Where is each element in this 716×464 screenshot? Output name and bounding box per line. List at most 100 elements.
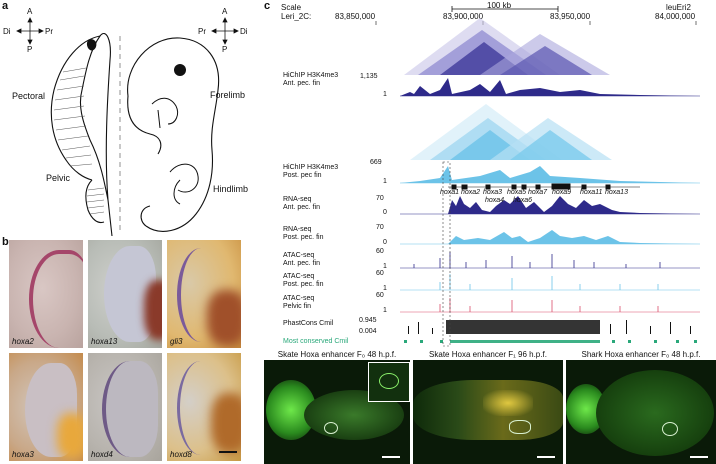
- ish-photo-hoxa2: hoxa2: [9, 240, 83, 348]
- coord-ticks: [375, 21, 697, 25]
- track-max-atac-pelvic: 60: [376, 292, 384, 299]
- gene-models: [448, 183, 640, 190]
- track-min-atac-ant: 1: [383, 263, 387, 270]
- track-max-rna-post: 70: [376, 224, 384, 231]
- panel-b-label: b: [2, 236, 9, 248]
- track-max-hichip-ant: 1,135: [360, 73, 378, 80]
- scale-bar-d2: [537, 456, 555, 458]
- track-min-rna-post: 0: [383, 239, 387, 246]
- skate-eye: [86, 39, 97, 51]
- gene-label-hoxa3: hoxa3: [483, 189, 503, 196]
- atac-ant-signal: [400, 252, 700, 269]
- track-label-conserved: Most conserved Cmil: [283, 338, 349, 345]
- label-pelvic: Pelvic: [46, 173, 71, 183]
- genome-browser: [375, 6, 700, 347]
- fluorescence-image-skate-f0: Skate Hoxa enhancer F₀ 48 h.p.f.: [264, 350, 410, 464]
- label-forelimb: Forelimb: [210, 90, 246, 100]
- axis-left-bottom: P: [27, 45, 33, 54]
- panel-c-label: c: [264, 0, 271, 12]
- gene-label-hoxa11: hoxa11: [580, 189, 603, 196]
- fluorescence-image-skate-f1: Skate Hoxa enhancer F₁ 96 h.p.f.: [413, 350, 563, 464]
- mouse-eye: [174, 64, 186, 76]
- rna-ant-signal: [448, 196, 700, 214]
- hichip-post-signal: [400, 166, 700, 183]
- axis-right-left: Pr: [198, 27, 206, 36]
- track-label-rna-post-1: RNA-seq: [283, 226, 312, 233]
- panel-a-drawing: [16, 17, 239, 236]
- track-min-atac-pelvic: 1: [383, 307, 387, 314]
- ish-photo-hoxd8: hoxd8: [167, 353, 241, 461]
- skate-outline: [50, 33, 113, 236]
- gene-label-hoxa9: hoxa9: [552, 189, 572, 196]
- track-label-atac-ant-2: Ant. pec. fin: [283, 260, 320, 267]
- axis-right-top: A: [222, 7, 228, 16]
- axis-right-bottom: P: [222, 45, 228, 54]
- track-label-atac-post-1: ATAC-seq: [283, 273, 315, 280]
- fluorescence-image-shark-f0: Shark Hoxa enhancer F₀ 48 h.p.f.: [566, 350, 716, 464]
- track-min-phastcons: 0.004: [359, 328, 377, 335]
- ish-photo-hoxa13: hoxa13: [88, 240, 162, 348]
- axis-right-right: Di: [240, 27, 248, 36]
- gene-label-hoxa7: hoxa7: [528, 189, 548, 196]
- track-label-hichip-ant-2: Ant. pec. fin: [283, 80, 320, 87]
- inset-box: [368, 362, 410, 402]
- assembly-label: leuEri2: [666, 3, 691, 12]
- gene-label-hoxa1: hoxa1: [440, 189, 460, 196]
- hichip-ant-signal: [400, 78, 700, 96]
- scale-value: 100 kb: [487, 1, 512, 10]
- track-min-atac-post: 1: [383, 285, 387, 292]
- scale-bar-b: [219, 451, 237, 453]
- hichip-ant-heatmap: [404, 18, 610, 75]
- track-max-atac-post: 60: [376, 270, 384, 277]
- track-label-hichip-post-2: Post. pec fin: [283, 172, 322, 179]
- track-label-atac-pelvic-2: Pelvic fin: [283, 303, 312, 310]
- gene-label-hoxa4: hoxa4: [485, 197, 505, 204]
- atac-post-signal: [400, 274, 700, 291]
- track-label-hichip-post-1: HiChIP H3K4me3: [283, 164, 339, 171]
- gene-label-hoxa6: hoxa6: [513, 197, 533, 204]
- mouse-embryo-outline: [127, 37, 220, 232]
- track-label-rna-ant-2: Ant. pec. fin: [283, 204, 320, 211]
- track-label-atac-ant-1: ATAC-seq: [283, 252, 315, 259]
- label-hindlimb: Hindlimb: [213, 184, 249, 194]
- ish-photo-gli3: gli3: [167, 240, 241, 348]
- track-max-atac-ant: 60: [376, 248, 384, 255]
- track-max-phastcons: 0.945: [359, 317, 377, 324]
- track-min-hichip-ant: 1: [383, 91, 387, 98]
- axis-left-left: Di: [3, 27, 11, 36]
- pectoral-fin-rays: [53, 67, 93, 167]
- phastcons-signal: [408, 320, 691, 334]
- track-min-rna-ant: 0: [383, 209, 387, 216]
- coord-3: 83,950,000: [550, 12, 591, 21]
- axis-left-top: A: [27, 7, 33, 16]
- track-label-hichip-ant-1: HiChIP H3K4me3: [283, 72, 339, 79]
- highlight-box: [442, 161, 451, 347]
- scale-bar-d1: [382, 456, 400, 458]
- label-pectoral: Pectoral: [12, 91, 46, 101]
- most-conserved-signal: [404, 340, 697, 343]
- panel-a-label: a: [2, 0, 9, 12]
- coord-1: 83,850,000: [335, 12, 376, 21]
- track-max-rna-ant: 70: [376, 195, 384, 202]
- gene-label-hoxa2: hoxa2: [461, 189, 481, 196]
- track-label-atac-pelvic-1: ATAC-seq: [283, 295, 315, 302]
- track-max-hichip-post: 669: [370, 159, 382, 166]
- gene-label-hoxa13: hoxa13: [605, 189, 628, 196]
- chrom-label: Leri_2C:: [281, 12, 312, 21]
- pelvic-fin-rays: [86, 187, 105, 215]
- ish-photo-hoxd4: hoxd4: [88, 353, 162, 461]
- scale-label: Scale: [281, 3, 302, 12]
- ish-photo-hoxa3: hoxa3: [9, 353, 83, 461]
- track-label-phastcons: PhastCons Cmil: [283, 320, 334, 327]
- coord-2: 83,900,000: [443, 12, 484, 21]
- atac-pelvic-signal: [400, 298, 700, 313]
- rna-post-signal: [448, 230, 700, 244]
- coord-4: 84,000,000: [655, 12, 696, 21]
- mouse-limbs: [151, 97, 199, 205]
- scale-bar-d3: [690, 456, 708, 458]
- track-label-rna-post-2: Post. pec. fin: [283, 234, 324, 241]
- axis-cross-right: [211, 17, 239, 45]
- hichip-post-heatmap: [410, 104, 612, 160]
- axis-left-right: Pr: [45, 27, 53, 36]
- gene-label-hoxa5: hoxa5: [507, 189, 527, 196]
